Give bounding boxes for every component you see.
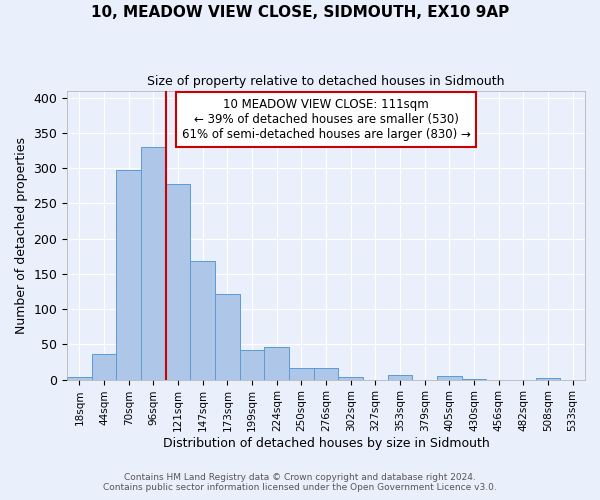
Bar [388,376,412,380]
Bar [166,184,190,380]
Text: 10 MEADOW VIEW CLOSE: 111sqm
← 39% of detached houses are smaller (530)
61% of s: 10 MEADOW VIEW CLOSE: 111sqm ← 39% of de… [182,98,470,141]
Bar [314,368,338,380]
Y-axis label: Number of detached properties: Number of detached properties [15,136,28,334]
Bar [92,354,116,380]
Bar [265,347,289,380]
Bar [338,377,363,380]
Bar [190,261,215,380]
Bar [67,378,92,380]
X-axis label: Distribution of detached houses by size in Sidmouth: Distribution of detached houses by size … [163,437,490,450]
Bar [141,147,166,380]
Bar [215,294,240,380]
Text: 10, MEADOW VIEW CLOSE, SIDMOUTH, EX10 9AP: 10, MEADOW VIEW CLOSE, SIDMOUTH, EX10 9A… [91,5,509,20]
Bar [289,368,314,380]
Text: Contains HM Land Registry data © Crown copyright and database right 2024.
Contai: Contains HM Land Registry data © Crown c… [103,473,497,492]
Bar [536,378,560,380]
Bar [116,170,141,380]
Title: Size of property relative to detached houses in Sidmouth: Size of property relative to detached ho… [148,75,505,88]
Bar [437,376,462,380]
Bar [462,379,487,380]
Bar [240,350,265,380]
